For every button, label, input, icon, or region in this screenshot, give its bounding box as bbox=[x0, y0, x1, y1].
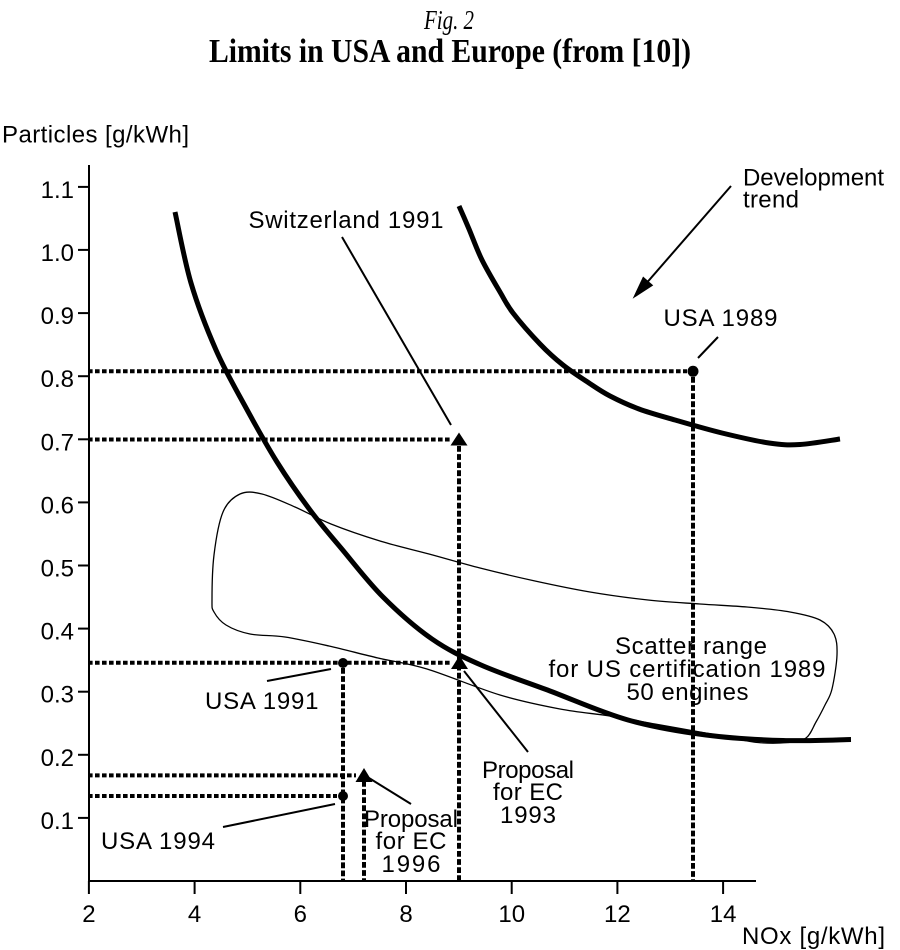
svg-text:for EC: for EC bbox=[376, 828, 447, 855]
svg-text:Particles [g/kWh]: Particles [g/kWh] bbox=[2, 122, 189, 149]
svg-text:Fig. 2: Fig. 2 bbox=[423, 5, 474, 35]
svg-text:0.8: 0.8 bbox=[41, 366, 74, 393]
svg-text:1996: 1996 bbox=[382, 851, 441, 878]
svg-text:2: 2 bbox=[82, 901, 95, 928]
svg-text:for EC: for EC bbox=[493, 779, 563, 806]
svg-text:0.4: 0.4 bbox=[41, 619, 74, 646]
svg-text:12: 12 bbox=[604, 901, 631, 928]
svg-text:NOx [g/kWh]: NOx [g/kWh] bbox=[742, 923, 885, 950]
svg-text:0.2: 0.2 bbox=[41, 745, 74, 772]
svg-text:1.0: 1.0 bbox=[41, 240, 74, 267]
svg-text:0.3: 0.3 bbox=[41, 682, 74, 709]
svg-text:0.7: 0.7 bbox=[41, 429, 74, 456]
svg-text:for US certification 1989: for US certification 1989 bbox=[549, 656, 826, 683]
svg-text:0.6: 0.6 bbox=[41, 492, 74, 519]
svg-text:6: 6 bbox=[294, 901, 307, 928]
svg-text:50 engines: 50 engines bbox=[627, 679, 749, 706]
svg-text:10: 10 bbox=[498, 901, 525, 928]
svg-text:Proposal: Proposal bbox=[364, 806, 458, 833]
svg-text:Limits in USA and Europe (from: Limits in USA and Europe (from [10]) bbox=[209, 33, 691, 70]
svg-text:0.1: 0.1 bbox=[41, 808, 74, 835]
svg-text:USA 1989: USA 1989 bbox=[664, 305, 778, 332]
svg-text:4: 4 bbox=[188, 901, 201, 928]
svg-text:8: 8 bbox=[399, 901, 412, 928]
svg-text:USA 1991: USA 1991 bbox=[205, 688, 319, 715]
svg-text:14: 14 bbox=[710, 901, 737, 928]
svg-text:0.5: 0.5 bbox=[41, 556, 74, 583]
svg-text:Proposal: Proposal bbox=[482, 757, 574, 784]
svg-text:USA 1994: USA 1994 bbox=[101, 828, 215, 855]
svg-text:Switzerland 1991: Switzerland 1991 bbox=[249, 207, 444, 234]
svg-text:trend: trend bbox=[743, 187, 799, 214]
svg-text:0.9: 0.9 bbox=[41, 303, 74, 330]
svg-text:Development: Development bbox=[743, 165, 884, 192]
svg-text:1993: 1993 bbox=[500, 802, 556, 829]
svg-text:1.1: 1.1 bbox=[41, 177, 74, 204]
